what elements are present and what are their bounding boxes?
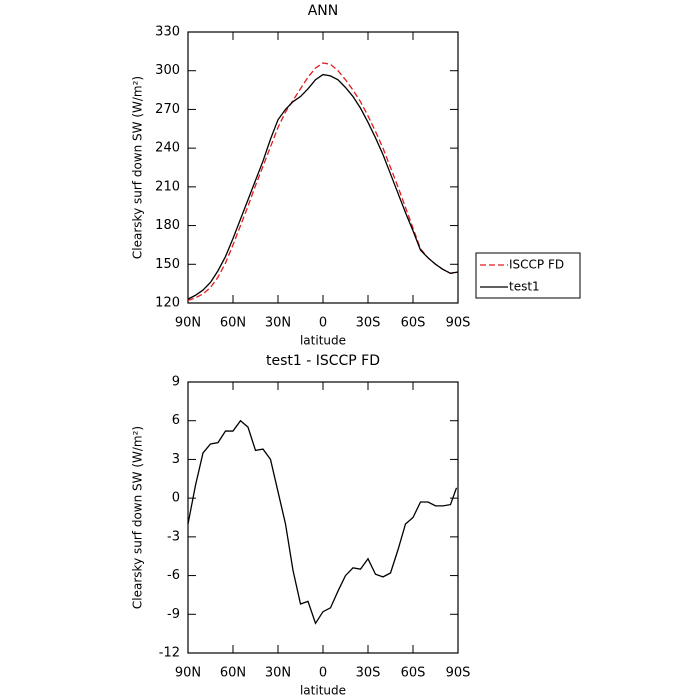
- x-tick-label: 60N: [220, 316, 246, 331]
- legend-label: test1: [509, 280, 540, 294]
- y-tick-label: 180: [155, 218, 180, 233]
- y-tick-label: 300: [155, 63, 180, 78]
- x-tick-label: 60N: [220, 666, 246, 681]
- x-tick-label: 0: [319, 316, 327, 331]
- x-tick-label: 90S: [446, 316, 471, 331]
- x-tick-label: 90S: [446, 666, 471, 681]
- y-tick-label: 240: [155, 141, 180, 156]
- x-tick-label: 90N: [175, 316, 201, 331]
- y-tick-label: 150: [155, 257, 180, 272]
- y-tick-label: 270: [155, 102, 180, 117]
- chart-title: test1 - ISCCP FD: [266, 353, 380, 369]
- x-tick-label: 60S: [401, 666, 426, 681]
- data-line: [187, 73, 459, 300]
- y-tick-label: -6: [167, 568, 180, 583]
- y-tick-label: -9: [167, 607, 180, 622]
- legend-box: [475, 252, 581, 299]
- x-tick-label: 30S: [356, 316, 381, 331]
- x-tick-label: 90N: [175, 666, 201, 681]
- y-tick-label: -3: [167, 529, 180, 544]
- y-axis-label: Clearsky surf down SW (W/m²): [131, 76, 145, 259]
- x-tick-label: 30N: [265, 666, 291, 681]
- legend-label: ISCCP FD: [509, 258, 564, 272]
- data-line: [187, 62, 459, 302]
- x-axis-label: latitude: [300, 334, 346, 348]
- y-tick-label: 210: [155, 179, 180, 194]
- y-tick-label: 120: [155, 296, 180, 311]
- y-tick-label: 0: [172, 491, 180, 506]
- plot-frame: [187, 31, 459, 304]
- y-tick-label: -12: [159, 646, 180, 661]
- y-tick-label: 330: [155, 25, 180, 40]
- chart-title: ANN: [308, 3, 339, 19]
- y-tick-label: 6: [172, 413, 180, 428]
- x-tick-label: 0: [319, 666, 327, 681]
- x-tick-label: 30S: [356, 666, 381, 681]
- data-line: [187, 419, 458, 625]
- y-tick-label: 3: [172, 452, 180, 467]
- x-tick-label: 60S: [401, 316, 426, 331]
- y-axis-label: Clearsky surf down SW (W/m²): [131, 426, 145, 609]
- y-tick-label: 9: [172, 375, 180, 390]
- x-tick-label: 30N: [265, 316, 291, 331]
- x-axis-label: latitude: [300, 684, 346, 698]
